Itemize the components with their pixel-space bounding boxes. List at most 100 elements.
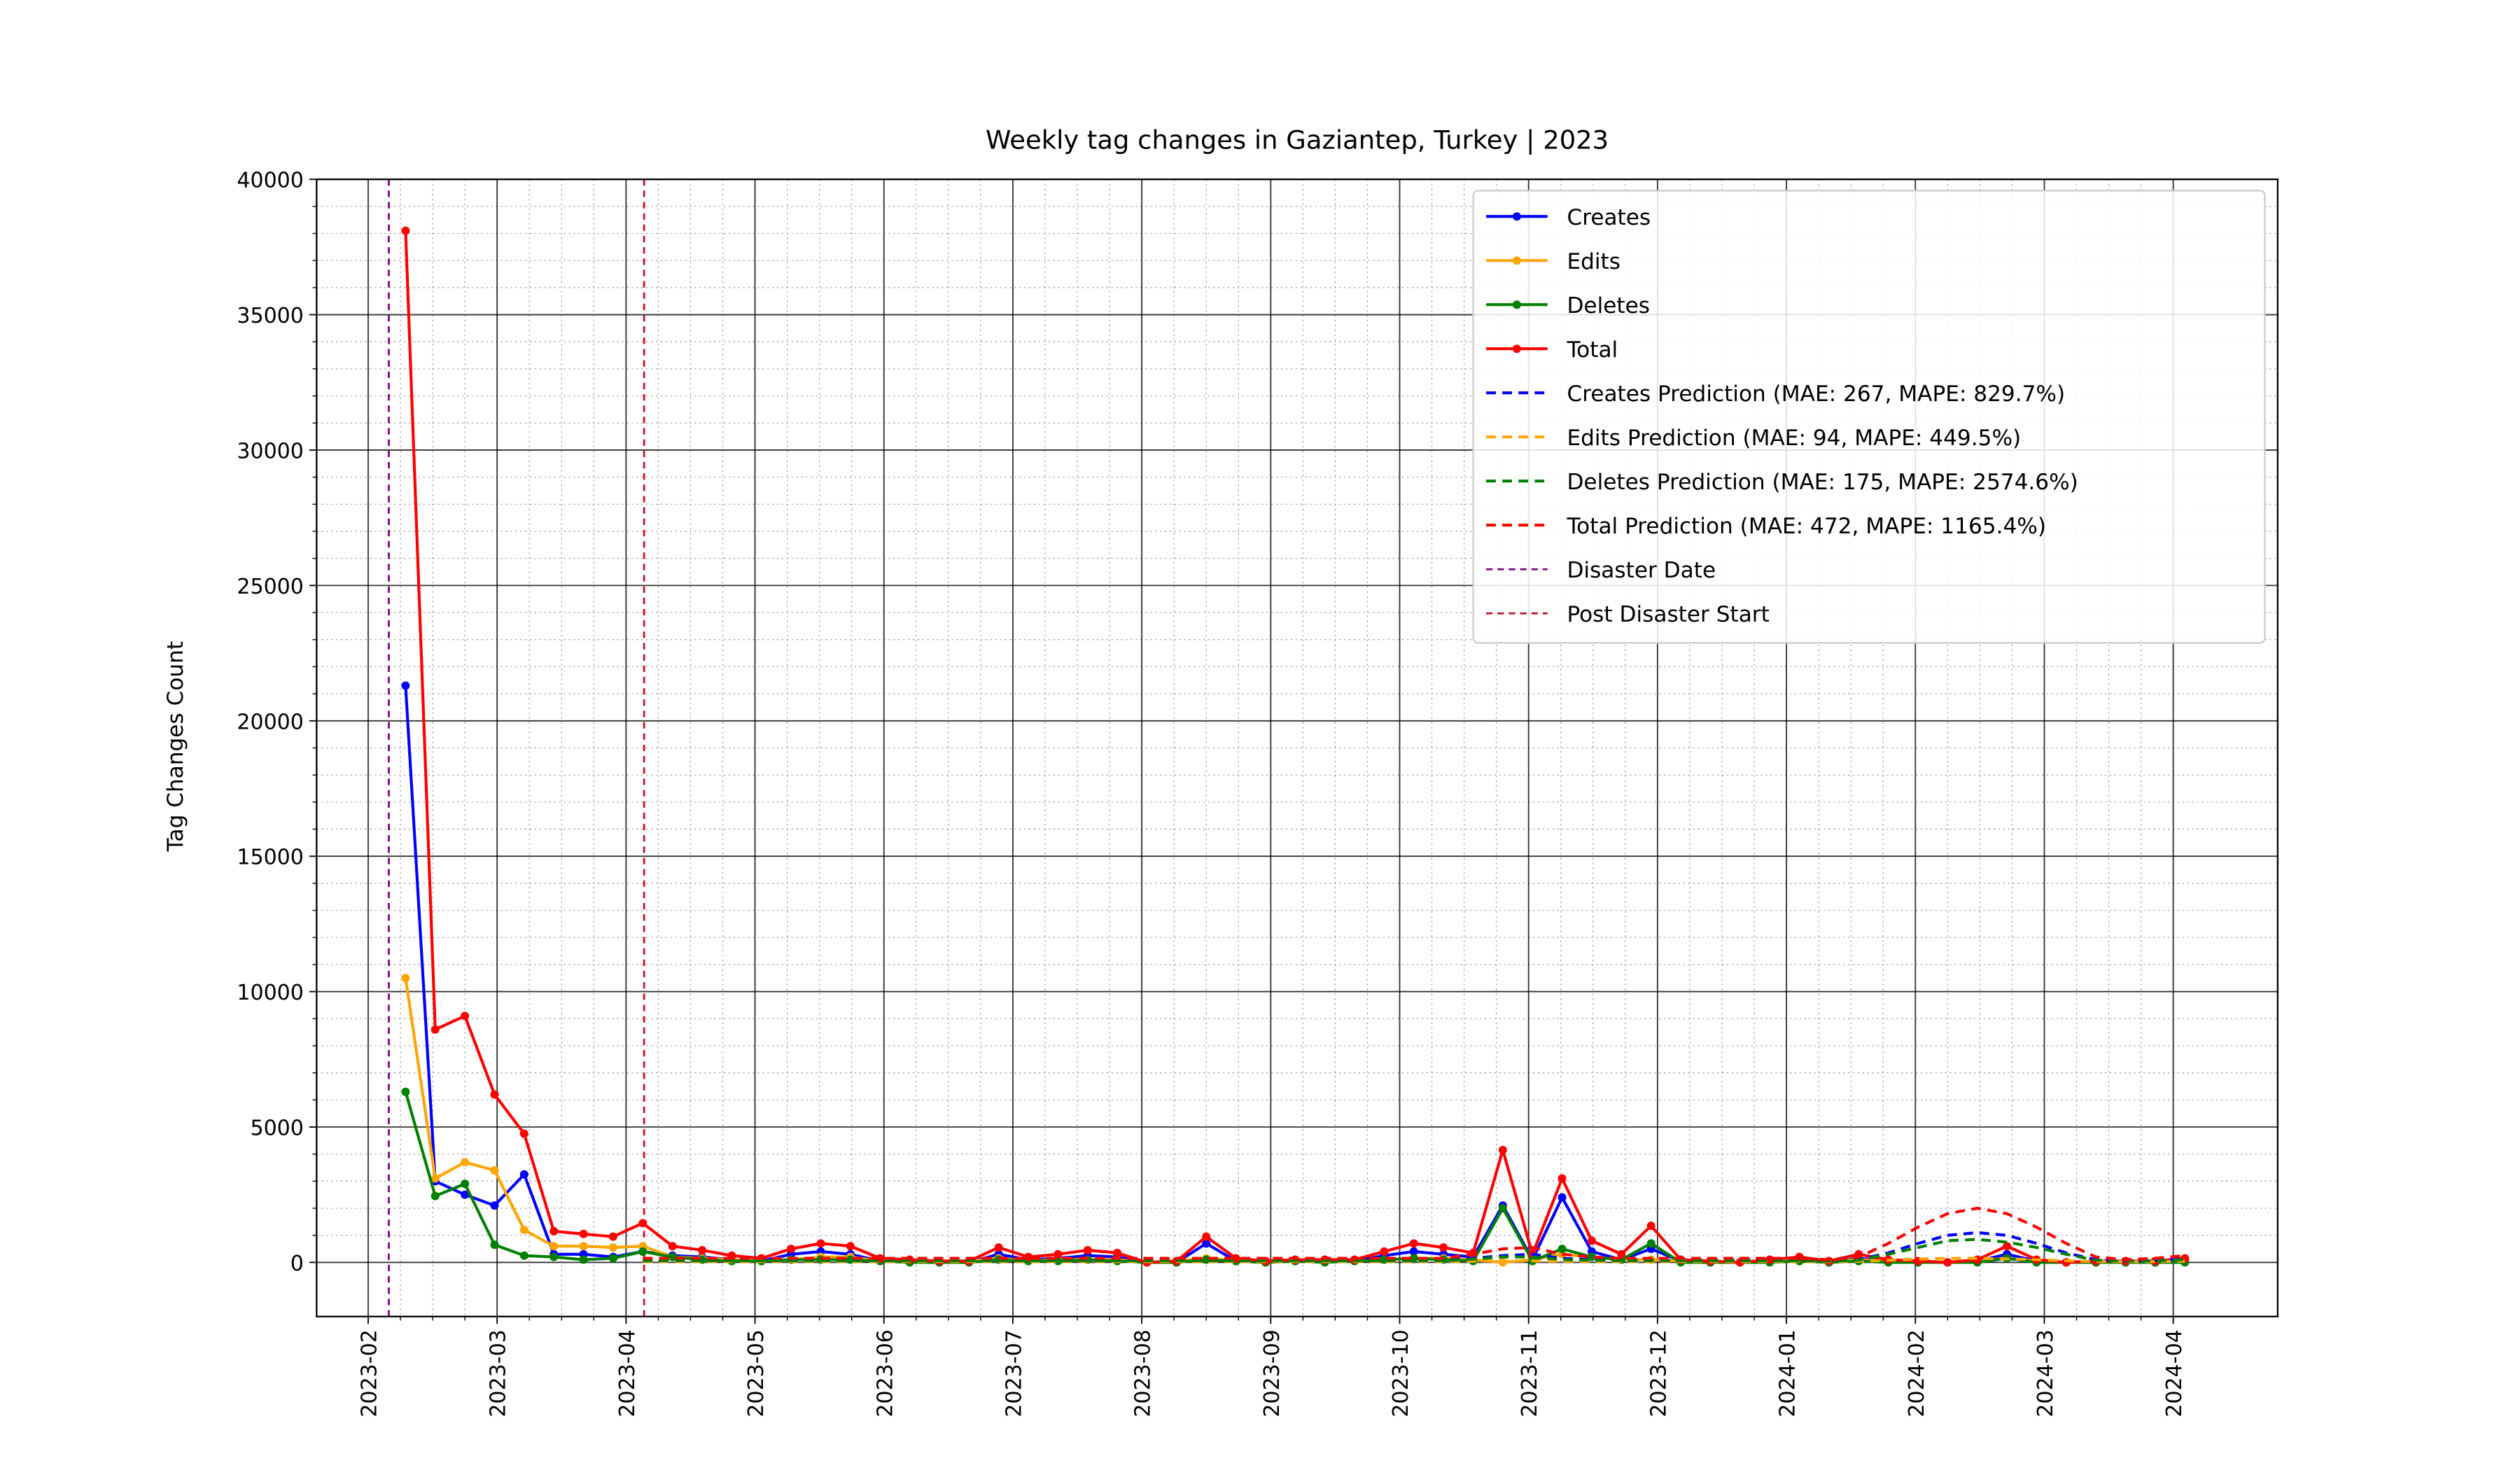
y-tick-label: 10000 [237, 981, 303, 1005]
data-point [401, 974, 410, 983]
data-point [1380, 1247, 1389, 1256]
x-tick-label: 2024-01 [1776, 1329, 1800, 1417]
x-tick-label: 2023-10 [1389, 1329, 1413, 1417]
data-point [1202, 1239, 1211, 1248]
data-point [1587, 1252, 1596, 1261]
data-point [994, 1243, 1003, 1252]
data-point [550, 1226, 559, 1236]
legend-label: Deletes Prediction (MAE: 175, MAPE: 2574… [1567, 470, 2078, 495]
data-point [1646, 1239, 1656, 1248]
data-point [1587, 1236, 1596, 1245]
data-point [1498, 1204, 1507, 1213]
legend-marker [1512, 300, 1521, 309]
data-point [1083, 1246, 1092, 1255]
data-point [461, 1190, 470, 1199]
data-point [1113, 1248, 1122, 1257]
data-point [1646, 1222, 1656, 1231]
x-tick-label: 2024-04 [2162, 1329, 2187, 1417]
data-point [401, 681, 410, 690]
x-tick-label: 2023-09 [1260, 1329, 1284, 1417]
series-line [643, 1256, 2185, 1264]
data-point [1617, 1250, 1626, 1259]
data-point [1943, 1258, 1952, 1267]
data-point [430, 1174, 440, 1183]
data-point [608, 1243, 617, 1252]
legend: Creates Edits Deletes Total Creates Predicti… [1472, 190, 2266, 644]
y-tick-label: 20000 [237, 710, 303, 734]
data-point [1409, 1247, 1418, 1256]
legend-label: Edits Prediction (MAE: 94, MAPE: 449.5%) [1567, 426, 2021, 451]
data-point [550, 1242, 559, 1251]
data-point [1558, 1245, 1567, 1254]
legend-box [1472, 190, 2266, 644]
y-tick-label: 0 [290, 1252, 304, 1276]
data-point [430, 1191, 440, 1200]
legend-label: Creates Prediction (MAE: 267, MAPE: 829.… [1567, 382, 2065, 407]
chart-title: Weekly tag changes in Gaziantep, Turkey … [986, 125, 1609, 155]
data-point [1498, 1145, 1507, 1154]
legend-label: Total [1566, 337, 1618, 363]
x-tick-label: 2023-12 [1646, 1329, 1671, 1417]
data-point [1558, 1174, 1567, 1183]
x-tick-label: 2023-03 [486, 1329, 511, 1417]
data-point [698, 1246, 707, 1255]
data-point [668, 1242, 677, 1251]
plot-area [388, 179, 2190, 1317]
data-point [519, 1170, 528, 1179]
x-tick-label: 2023-05 [744, 1329, 769, 1417]
data-point [1202, 1232, 1211, 1241]
y-tick-label: 35000 [237, 304, 303, 328]
data-point [668, 1252, 677, 1261]
data-point [1558, 1193, 1567, 1202]
y-tick-label: 15000 [237, 846, 303, 870]
data-point [490, 1166, 499, 1175]
data-point [579, 1255, 588, 1264]
x-tick-label: 2023-04 [615, 1329, 640, 1417]
legend-label: Post Disaster Start [1567, 602, 1769, 627]
data-point [519, 1251, 528, 1260]
data-point [519, 1129, 528, 1138]
data-point [430, 1025, 440, 1034]
legend-marker [1512, 212, 1521, 221]
data-point [2003, 1242, 2012, 1251]
data-point [461, 1158, 470, 1167]
y-tick-label: 5000 [250, 1116, 303, 1141]
legend-marker [1512, 256, 1521, 265]
data-point [638, 1247, 648, 1256]
x-tick-label: 2023-02 [358, 1329, 382, 1417]
data-point [461, 1180, 470, 1189]
legend-label: Total Prediction (MAE: 472, MAPE: 1165.4… [1566, 514, 2046, 539]
legend-marker [1512, 344, 1521, 354]
data-point [490, 1240, 499, 1250]
x-tick-label: 2024-02 [1905, 1329, 1929, 1417]
x-tick-label: 2023-07 [1002, 1329, 1026, 1417]
data-point [401, 226, 410, 235]
data-point [1439, 1243, 1448, 1252]
data-point [519, 1225, 528, 1234]
data-point [846, 1242, 855, 1251]
x-tick-label: 2023-11 [1518, 1329, 1542, 1417]
data-point [579, 1229, 588, 1238]
data-point [461, 1011, 470, 1021]
legend-label: Disaster Date [1567, 558, 1716, 583]
ticks: 0 5000 10000 15000 20000 25000 30000 35000 40000… [237, 169, 2187, 1418]
legend-label: Deletes [1567, 293, 1650, 318]
y-tick-label: 40000 [237, 169, 303, 193]
legend-label: Creates [1567, 205, 1651, 230]
data-point [787, 1245, 796, 1254]
data-point [1024, 1252, 1033, 1261]
data-point [1054, 1250, 1063, 1259]
legend-label: Edits [1567, 249, 1620, 274]
series-line [643, 1206, 2185, 1261]
data-point [846, 1255, 855, 1264]
data-point [608, 1254, 617, 1263]
data-point [1409, 1239, 1418, 1248]
data-point [638, 1219, 648, 1228]
x-tick-label: 2023-06 [873, 1329, 897, 1417]
y-tick-label: 30000 [237, 440, 303, 464]
data-point [401, 1087, 410, 1096]
y-tick-label: 25000 [237, 575, 303, 599]
y-axis-label: Tag Changes Count [163, 641, 188, 852]
x-tick-label: 2023-08 [1131, 1329, 1156, 1417]
data-point [490, 1201, 499, 1210]
